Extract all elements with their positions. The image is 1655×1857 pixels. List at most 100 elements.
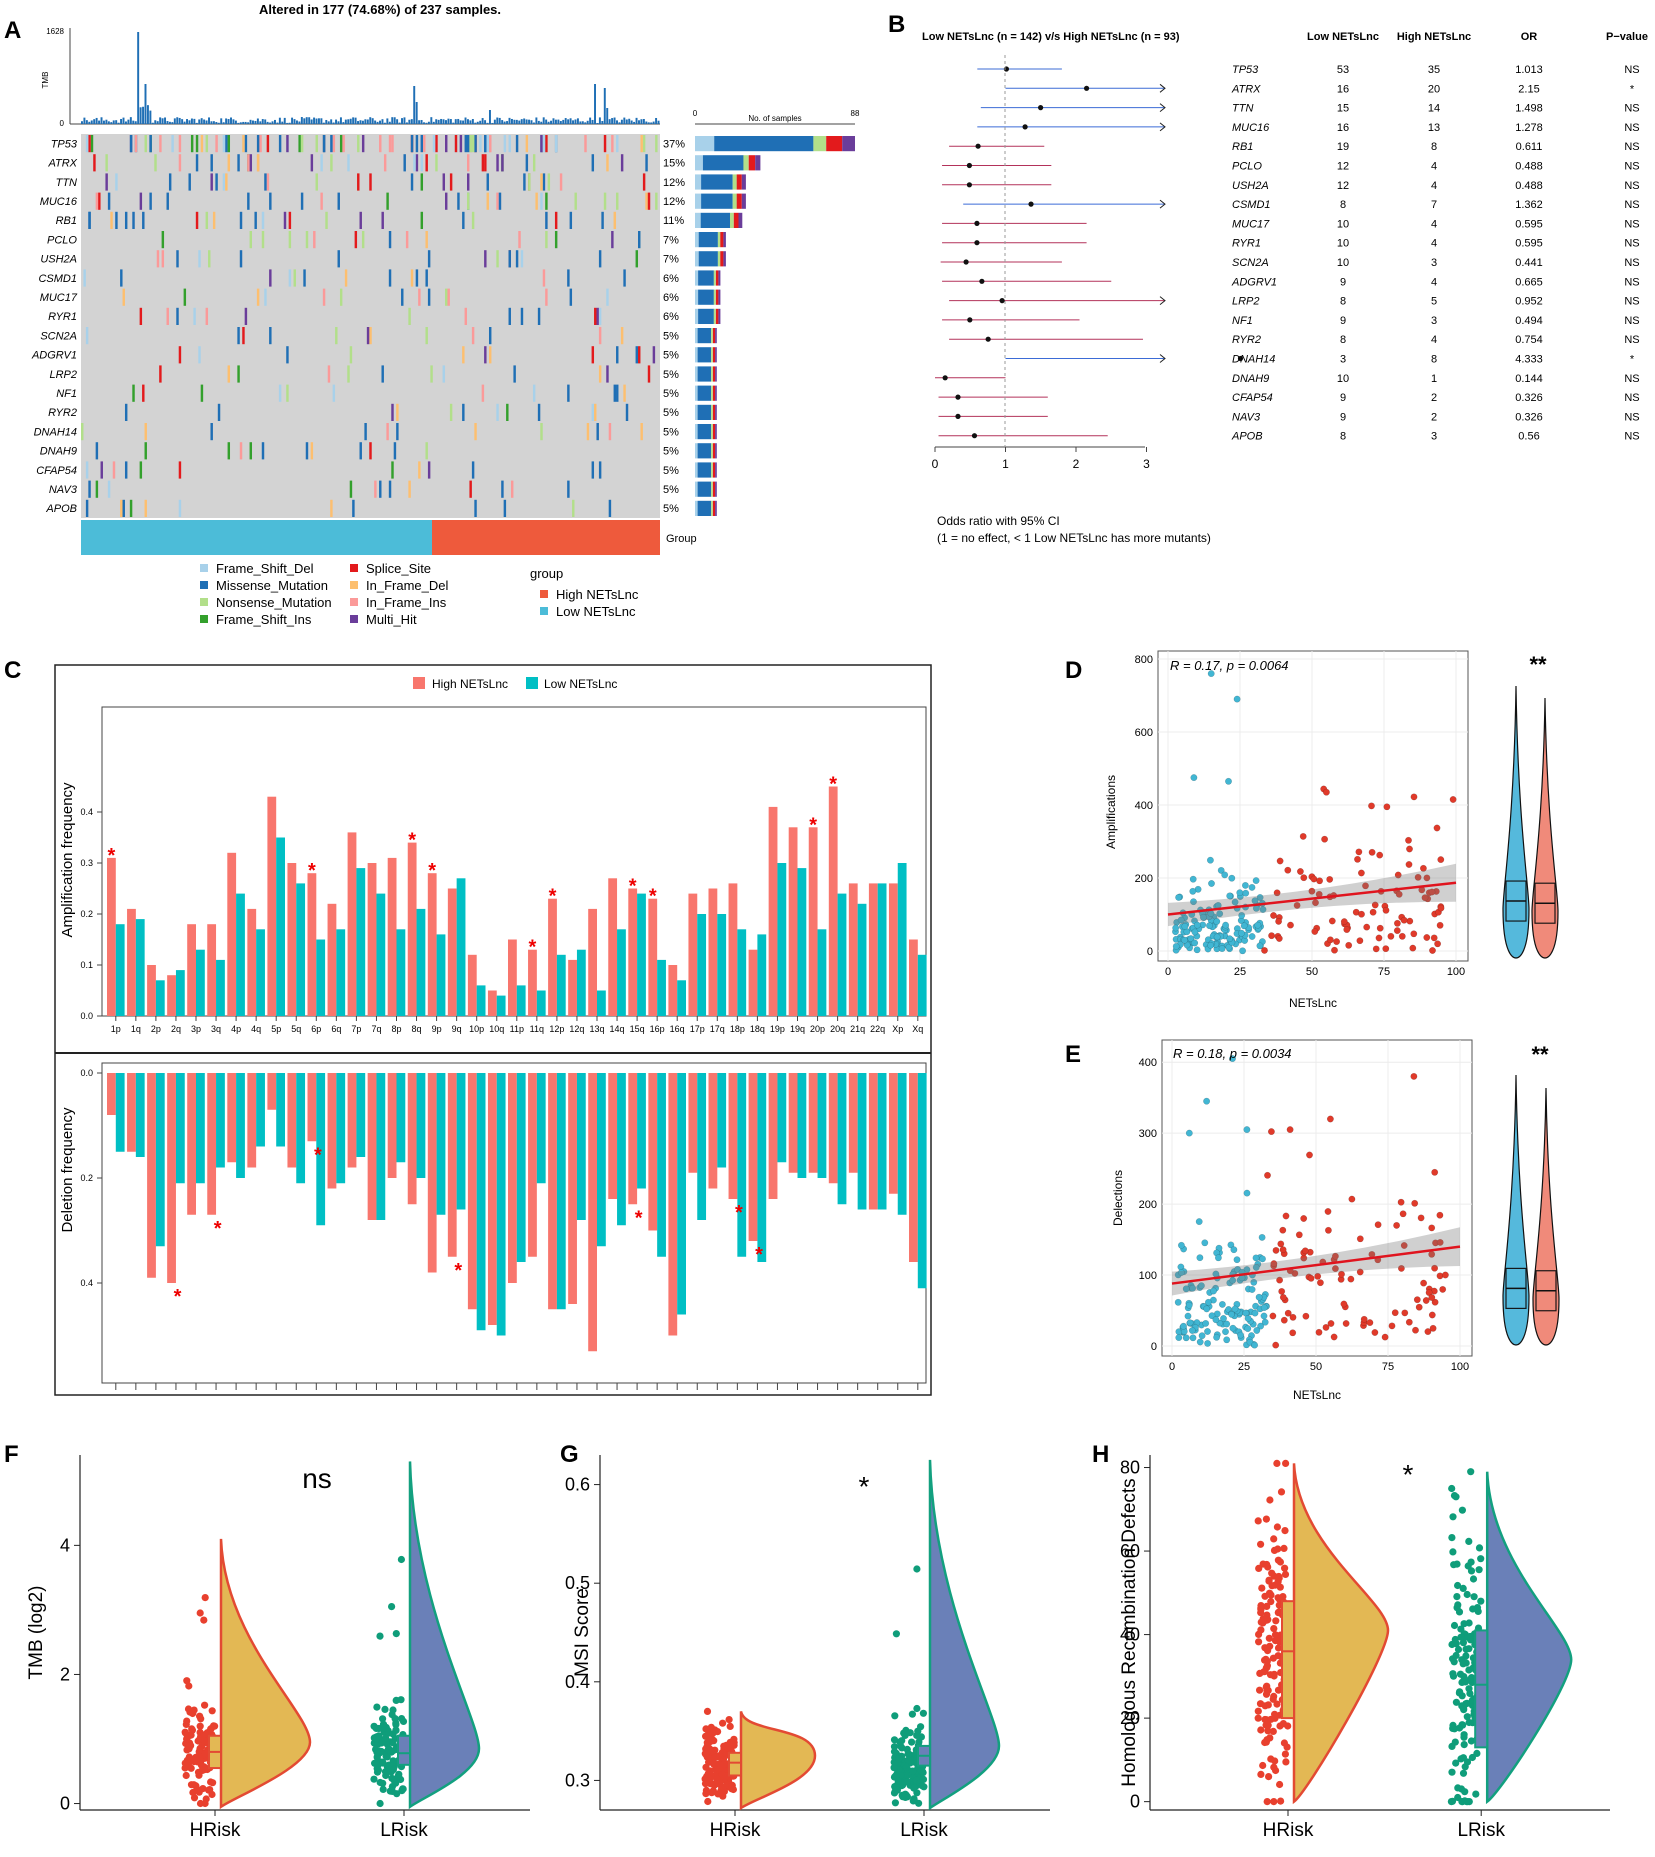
mutation-cell <box>513 365 516 383</box>
amp-xtick-label: 15q <box>630 1024 645 1034</box>
tmb-bar <box>618 122 621 124</box>
mutation-cell <box>105 173 108 191</box>
forest-p: NS <box>1624 257 1639 269</box>
tmb-bar <box>339 117 342 124</box>
mutation-cell <box>584 135 587 153</box>
scatter-point <box>1366 1319 1374 1327</box>
mutation-cell <box>366 327 370 345</box>
data-dot <box>1453 1593 1461 1601</box>
forest-low-count: 15 <box>1337 103 1349 115</box>
legend-label: Missense_Mutation <box>216 578 328 593</box>
del-bar-low <box>276 1073 285 1147</box>
sample-count-axis: 0 No. of samples 88 <box>693 109 860 125</box>
data-dot <box>1449 1670 1457 1678</box>
percent-label: 11% <box>663 215 684 227</box>
gene-count-bar-segment <box>715 462 717 478</box>
scatter-point <box>1243 1189 1251 1197</box>
mutation-cell <box>95 480 99 498</box>
scatter-point <box>1226 892 1234 900</box>
scatter-point <box>1177 916 1185 924</box>
data-dot <box>1280 1544 1288 1552</box>
amp-xtick-label: 12q <box>569 1024 584 1034</box>
data-dot <box>1261 1738 1269 1747</box>
data-dot <box>1465 1685 1473 1693</box>
data-dot <box>378 1739 386 1747</box>
scatter-point <box>1264 1171 1271 1179</box>
mutation-cell <box>95 192 99 210</box>
mutation-cell <box>501 154 504 172</box>
gene-count-bar-segment <box>711 385 713 401</box>
tmb-bar <box>449 119 452 124</box>
del-significance-star: * <box>454 1260 462 1282</box>
forest-or: 1.362 <box>1515 199 1543 211</box>
data-dot <box>909 1767 917 1775</box>
tmb-bar <box>432 121 435 124</box>
gene-count-bar-segment <box>697 347 712 363</box>
data-dot <box>373 1748 381 1756</box>
x-tick-label: LRisk <box>1457 1820 1505 1841</box>
scatter-point <box>1423 934 1431 941</box>
gene-count-bar-segment <box>712 443 716 459</box>
gene-count-bar-segment <box>712 328 716 344</box>
amp-xtick-label: Xp <box>892 1024 903 1034</box>
scatter-point <box>1331 1265 1339 1273</box>
mutation-cell <box>107 480 111 498</box>
mutation-cell <box>474 423 477 441</box>
amp-bar-low <box>135 919 145 1016</box>
scatter-point <box>1363 923 1371 931</box>
forest-gene: RYR2 <box>1232 334 1261 346</box>
mutation-cell <box>415 154 419 172</box>
tmb-bar <box>225 118 228 124</box>
scatter-point <box>1340 918 1348 926</box>
tmb-bar <box>567 119 570 124</box>
data-dot <box>1255 1638 1263 1646</box>
mutation-cell <box>110 211 113 229</box>
tmb-bar <box>410 119 413 124</box>
forest-point <box>999 298 1005 304</box>
scatter-point <box>1225 777 1232 785</box>
mutation-cell <box>200 135 204 153</box>
gene-count-bar-segment <box>715 328 717 344</box>
del-bar-low <box>396 1073 406 1163</box>
gene-count-bar-segment <box>741 174 746 190</box>
mutation-cell <box>488 135 492 153</box>
mutation-cell <box>545 192 548 210</box>
forest-ci-arrow <box>1159 83 1166 93</box>
percent-label: 12% <box>663 177 685 189</box>
mutation-cell <box>349 346 353 364</box>
y-tick-label: 600 <box>1135 727 1153 739</box>
data-dot <box>1265 1576 1273 1584</box>
tmb-bar <box>405 122 408 124</box>
amp-bar-high <box>267 796 277 1016</box>
amp-xtick-label: 7q <box>371 1024 381 1034</box>
forest-gene: PCLO <box>1232 161 1262 173</box>
tmb-bar <box>488 110 491 124</box>
scatter-point <box>1181 936 1189 944</box>
forest-gene: MUC16 <box>1232 122 1270 134</box>
y-axis-label: TMB (log2) <box>26 1586 47 1680</box>
gene-label: NF1 <box>56 388 77 400</box>
mutation-cell <box>210 173 213 191</box>
scatter-point <box>1410 793 1418 801</box>
tmb-bar <box>115 120 118 124</box>
data-dot <box>389 1739 397 1747</box>
tmb-bar <box>528 119 531 124</box>
mutation-cell <box>105 154 108 172</box>
gene-count-bar-segment <box>697 462 712 478</box>
mutation-cell <box>176 250 179 268</box>
data-dot <box>893 1786 902 1794</box>
tmb-bar <box>381 119 384 124</box>
panel-letter-a: A <box>4 17 21 44</box>
forest-point <box>1083 85 1090 91</box>
amp-xtick-label: 17q <box>710 1024 725 1034</box>
del-bar-high <box>728 1073 738 1199</box>
tmb-bar <box>122 117 125 124</box>
data-dot <box>381 1705 389 1713</box>
tmb-bar <box>361 120 364 124</box>
mutation-cell <box>381 211 384 229</box>
data-dot <box>1257 1602 1265 1610</box>
data-dot <box>1448 1797 1457 1805</box>
mutation-cell <box>591 403 595 421</box>
percent-label: 6% <box>663 292 679 304</box>
forest-p: NS <box>1624 161 1639 173</box>
